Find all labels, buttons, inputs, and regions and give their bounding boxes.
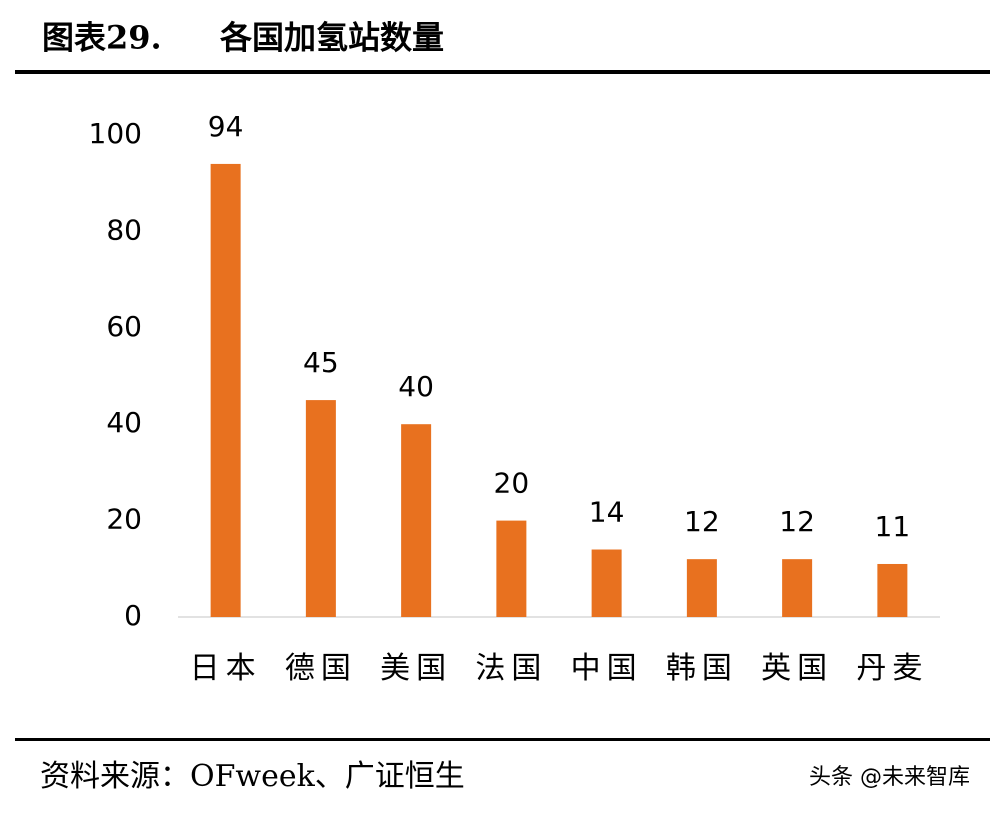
x-tick-label: 中国	[571, 651, 643, 686]
x-tick-label: 法国	[475, 651, 547, 686]
chart-title: 各国加氢站数量	[220, 19, 444, 57]
x-tick-label: 日本	[190, 651, 262, 686]
figure-label: 图表29.	[42, 19, 162, 57]
data-label: 40	[398, 370, 434, 403]
y-tick-label: 80	[106, 213, 142, 246]
data-label: 20	[494, 467, 530, 500]
y-tick-label: 60	[106, 310, 142, 343]
footer-rule	[15, 738, 990, 741]
y-tick-label: 100	[89, 117, 142, 150]
data-label: 11	[875, 510, 911, 543]
data-label: 94	[208, 110, 244, 143]
bar	[877, 563, 908, 617]
bar	[686, 559, 717, 617]
watermark: 头条 @未来智库	[809, 765, 970, 790]
bar	[210, 163, 241, 618]
bar	[591, 549, 622, 617]
x-tick-label: 美国	[380, 651, 452, 686]
data-label: 12	[684, 505, 720, 538]
data-label: 12	[779, 505, 815, 538]
x-tick-label: 丹麦	[856, 651, 928, 686]
y-tick-label: 20	[106, 503, 142, 536]
data-label: 45	[303, 346, 339, 379]
data-label: 14	[589, 496, 625, 529]
bar	[305, 400, 336, 617]
bar	[496, 520, 527, 617]
bar	[401, 424, 432, 617]
title-rule	[15, 70, 990, 74]
source-note: 资料来源：OFweek、广证恒生	[40, 759, 465, 794]
x-tick-label: 韩国	[666, 651, 738, 686]
y-tick-label: 0	[124, 599, 142, 632]
x-tick-label: 英国	[761, 651, 833, 686]
x-tick-label: 德国	[285, 651, 357, 686]
y-tick-label: 40	[106, 406, 142, 439]
bar	[782, 559, 813, 617]
